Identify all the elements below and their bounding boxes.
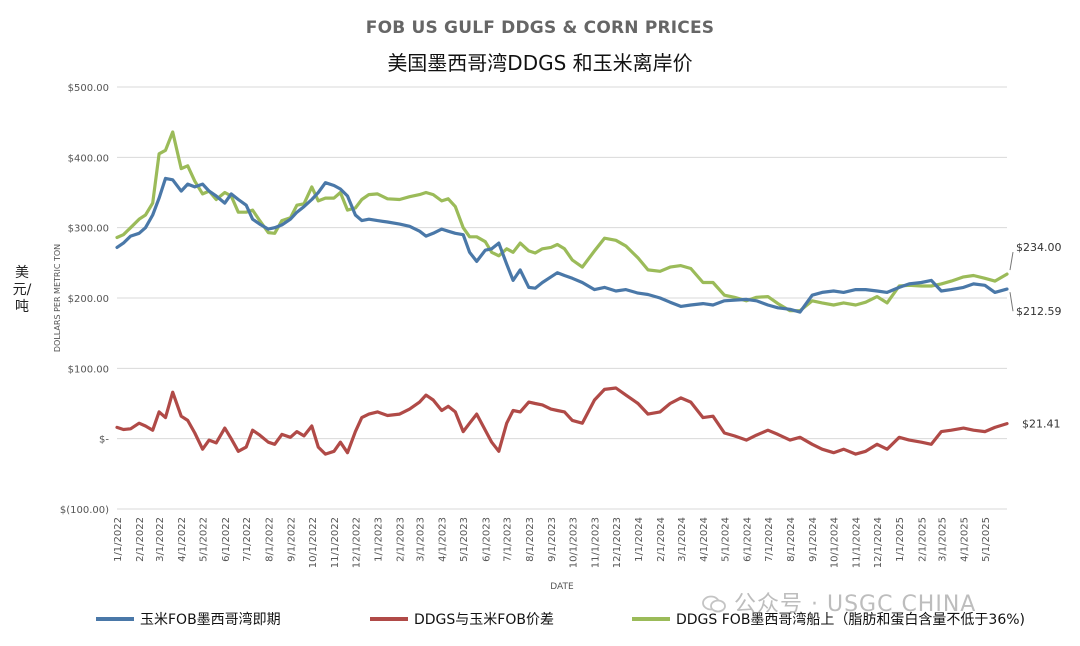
legend-label-corn: 玉米FOB墨西哥湾即期 [140, 612, 281, 628]
y-tick-label: $100.00 [68, 364, 109, 375]
end-label-leader [1009, 252, 1014, 271]
x-tick-label: 6/1/2023 [481, 517, 492, 562]
x-tick-label: 6/1/2024 [742, 517, 753, 562]
x-tick-label: 10/1/2023 [568, 517, 579, 568]
x-tick-label: 8/1/2024 [786, 517, 797, 562]
watermark: 公众号 · USGC CHINA [702, 586, 976, 618]
y-tick-label: $200.00 [68, 294, 109, 305]
x-tick-label: 1/1/2025 [895, 517, 906, 562]
chart-title-cn: 美国墨西哥湾DDGS 和玉米离岸价 [387, 51, 693, 75]
x-tick-label: 11/1/2024 [852, 517, 863, 568]
x-tick-label: 4/1/2023 [438, 517, 449, 562]
x-tick-label: 4/1/2024 [699, 517, 710, 562]
end-label-leader [1009, 292, 1014, 312]
x-tick-label: 2/1/2022 [135, 517, 146, 562]
legend-item-spread: DDGS与玉米FOB价差 [370, 608, 554, 630]
end-label-ddgs: $234.00 [1016, 241, 1062, 254]
wechat-icon [702, 595, 726, 613]
end-label-corn: $212.59 [1016, 305, 1062, 318]
x-tick-label: 5/1/2025 [981, 517, 992, 562]
x-tick-label: 8/1/2023 [525, 517, 536, 562]
y-tick-label: $300.00 [68, 224, 109, 235]
x-tick-label: 1/1/2024 [634, 517, 645, 562]
x-tick-label: 3/1/2024 [677, 517, 688, 562]
y-tick-label: $(100.00) [60, 505, 109, 516]
x-tick-label: 1/1/2022 [113, 517, 124, 562]
x-tick-label: 11/1/2023 [590, 517, 601, 568]
end-label-spread: $21.41 [1022, 418, 1061, 431]
y-tick-label: $- [99, 435, 109, 446]
x-tick-label: 7/1/2023 [503, 517, 514, 562]
x-tick-label: 5/1/2024 [720, 517, 731, 562]
x-tick-label: 1/1/2023 [374, 517, 385, 562]
x-tick-label: 12/1/2022 [351, 517, 362, 568]
x-tick-label: 7/1/2024 [764, 517, 775, 562]
x-tick-label: 6/1/2022 [221, 517, 232, 562]
x-tick-label: 7/1/2022 [242, 517, 253, 562]
x-tick-label: 3/1/2025 [937, 517, 948, 562]
x-tick-label: 4/1/2025 [959, 517, 970, 562]
x-tick-label: 12/1/2023 [612, 517, 623, 568]
x-tick-label: 10/1/2022 [308, 517, 319, 568]
x-tick-label: 2/1/2024 [656, 517, 667, 562]
x-tick-label: 11/1/2022 [330, 517, 341, 568]
x-tick-label: 12/1/2024 [873, 517, 884, 568]
legend-item-ddgs: DDGS FOB墨西哥湾船上（脂肪和蛋白含量不低于36%) [632, 608, 1025, 630]
x-tick-label: 5/1/2023 [459, 517, 470, 562]
legend-swatch-spread [370, 617, 408, 621]
x-tick-label: 9/1/2022 [286, 517, 297, 562]
series-line [115, 176, 1009, 314]
x-tick-label: 8/1/2022 [264, 517, 275, 562]
legend-swatch-corn [96, 617, 134, 621]
chart-title-en: FOB US GULF DDGS & CORN PRICES [365, 18, 715, 38]
legend-swatch-ddgs [632, 617, 670, 621]
unit-label-cn: 美元/吨 [12, 265, 32, 315]
legend-item-corn: 玉米FOB墨西哥湾即期 [96, 608, 281, 630]
y-tick-label: $500.00 [68, 83, 109, 94]
x-tick-label: 9/1/2024 [808, 517, 819, 562]
y-tick-label: $400.00 [68, 153, 109, 164]
x-tick-label: 3/1/2023 [416, 517, 427, 562]
x-tick-label: 2/1/2025 [917, 517, 928, 562]
series-line [115, 130, 1009, 313]
x-tick-label: 9/1/2023 [547, 517, 558, 562]
x-tick-label: 2/1/2023 [396, 517, 407, 562]
series-line [115, 386, 1009, 456]
legend-label-ddgs: DDGS FOB墨西哥湾船上（脂肪和蛋白含量不低于36%) [676, 612, 1026, 628]
x-tick-label: 4/1/2022 [177, 517, 188, 562]
watermark-text: 公众号 · USGC CHINA [734, 592, 977, 617]
x-axis-label: DATE [550, 582, 574, 592]
legend-label-spread: DDGS与玉米FOB价差 [414, 612, 554, 628]
x-tick-label: 10/1/2024 [830, 517, 841, 568]
y-axis-label: DOLLARS PER METRIC TON [53, 244, 62, 352]
x-tick-label: 5/1/2022 [199, 517, 210, 562]
x-tick-label: 3/1/2022 [155, 517, 166, 562]
